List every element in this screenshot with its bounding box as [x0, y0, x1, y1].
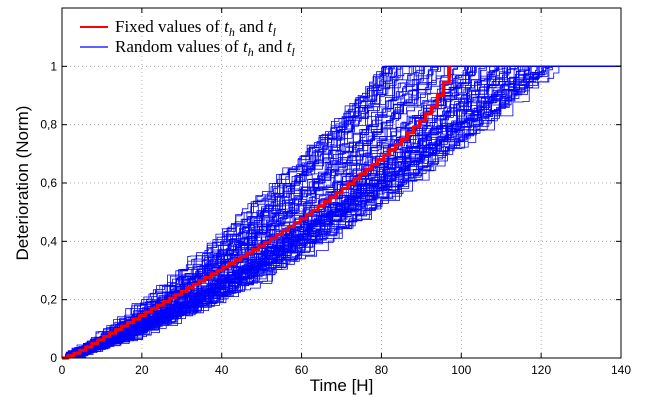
x-tick-label: 140: [611, 363, 631, 377]
y-tick-label: 1: [50, 59, 57, 73]
y-tick-label: 0,4: [40, 234, 57, 248]
x-tick-label: 20: [135, 363, 149, 377]
y-axis-label: Deterioration (Norm): [13, 106, 32, 261]
random-series-line: [62, 65, 621, 359]
random-series-line: [62, 65, 621, 359]
x-tick-label: 80: [375, 363, 389, 377]
y-tick-label: 0: [50, 351, 57, 365]
random-series-line: [62, 65, 621, 359]
random-series-line: [62, 65, 621, 359]
y-tick-label: 0,2: [40, 293, 57, 307]
fixed-series-line: [62, 66, 451, 360]
random-series-line: [62, 65, 621, 359]
y-tick-label: 0,6: [40, 176, 57, 190]
random-series-line: [62, 65, 621, 359]
random-series-line: [62, 65, 621, 359]
random-series: [62, 65, 621, 359]
random-series-line: [62, 65, 621, 359]
x-tick-label: 60: [295, 363, 309, 377]
x-axis-label: Time [H]: [310, 376, 374, 395]
x-tick-label: 120: [531, 363, 551, 377]
random-series-line: [62, 65, 621, 359]
x-tick-label: 40: [215, 363, 229, 377]
random-series-line: [62, 65, 621, 359]
legend-entry: Random values of th and tl: [115, 37, 295, 59]
random-series-line: [62, 65, 621, 359]
legend-entry: Fixed values of th and tl: [115, 17, 277, 39]
y-tick-label: 0,8: [40, 118, 57, 132]
fixed-series: [62, 66, 451, 360]
x-tick-label: 100: [451, 363, 471, 377]
random-series-line: [62, 65, 621, 359]
axis-ticks: 0 20 40 60 80 100 120 140 0 0,2 0,4 0,6 0,8 1: [40, 8, 631, 377]
x-tick-label: 0: [59, 363, 66, 377]
